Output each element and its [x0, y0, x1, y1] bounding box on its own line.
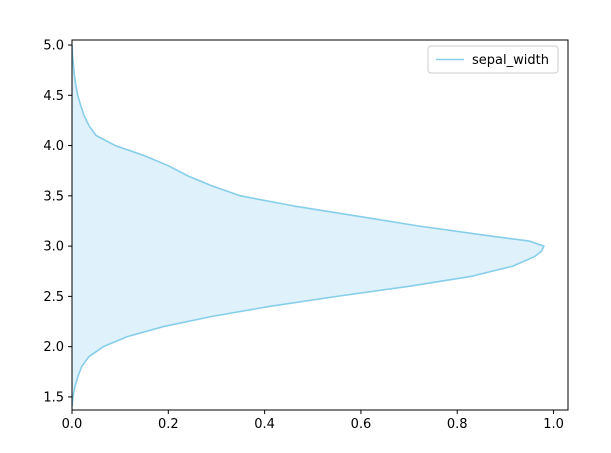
y-tick-label: 4.5 [43, 89, 64, 104]
x-tick-label: 0.2 [158, 417, 179, 432]
y-tick-label: 4.0 [43, 139, 64, 154]
series-sepal_width-fill-area [72, 45, 544, 407]
plot-content [72, 44, 545, 408]
y-tick-label: 3.5 [43, 189, 64, 204]
x-tick-label: 0.8 [447, 417, 468, 432]
axes-frame [71, 39, 569, 411]
legend-box [427, 45, 559, 74]
axes: 0.0 0.2 0.4 0.6 0.8 1.0 1.5 2.0 2.5 3.0 3.5 4.0 4.5 5… [43, 39, 569, 432]
legend-label-sepal_width: sepal_width [472, 53, 549, 68]
y-tick-label: 5.0 [43, 39, 64, 54]
series-sepal_width-line [72, 44, 545, 408]
plot-area [72, 44, 545, 408]
x-tick-label: 0.4 [254, 417, 275, 432]
y-tick-label: 2.0 [43, 340, 64, 355]
y-tick-label: 1.5 [43, 390, 64, 405]
y-tick-label: 3.0 [43, 240, 64, 255]
y-tick-label: 2.5 [43, 290, 64, 305]
x-tick-label: 1.0 [543, 417, 564, 432]
legend: sepal_width [427, 45, 559, 74]
x-tick-label: 0.6 [351, 417, 372, 432]
x-tick-label: 0.0 [62, 417, 83, 432]
